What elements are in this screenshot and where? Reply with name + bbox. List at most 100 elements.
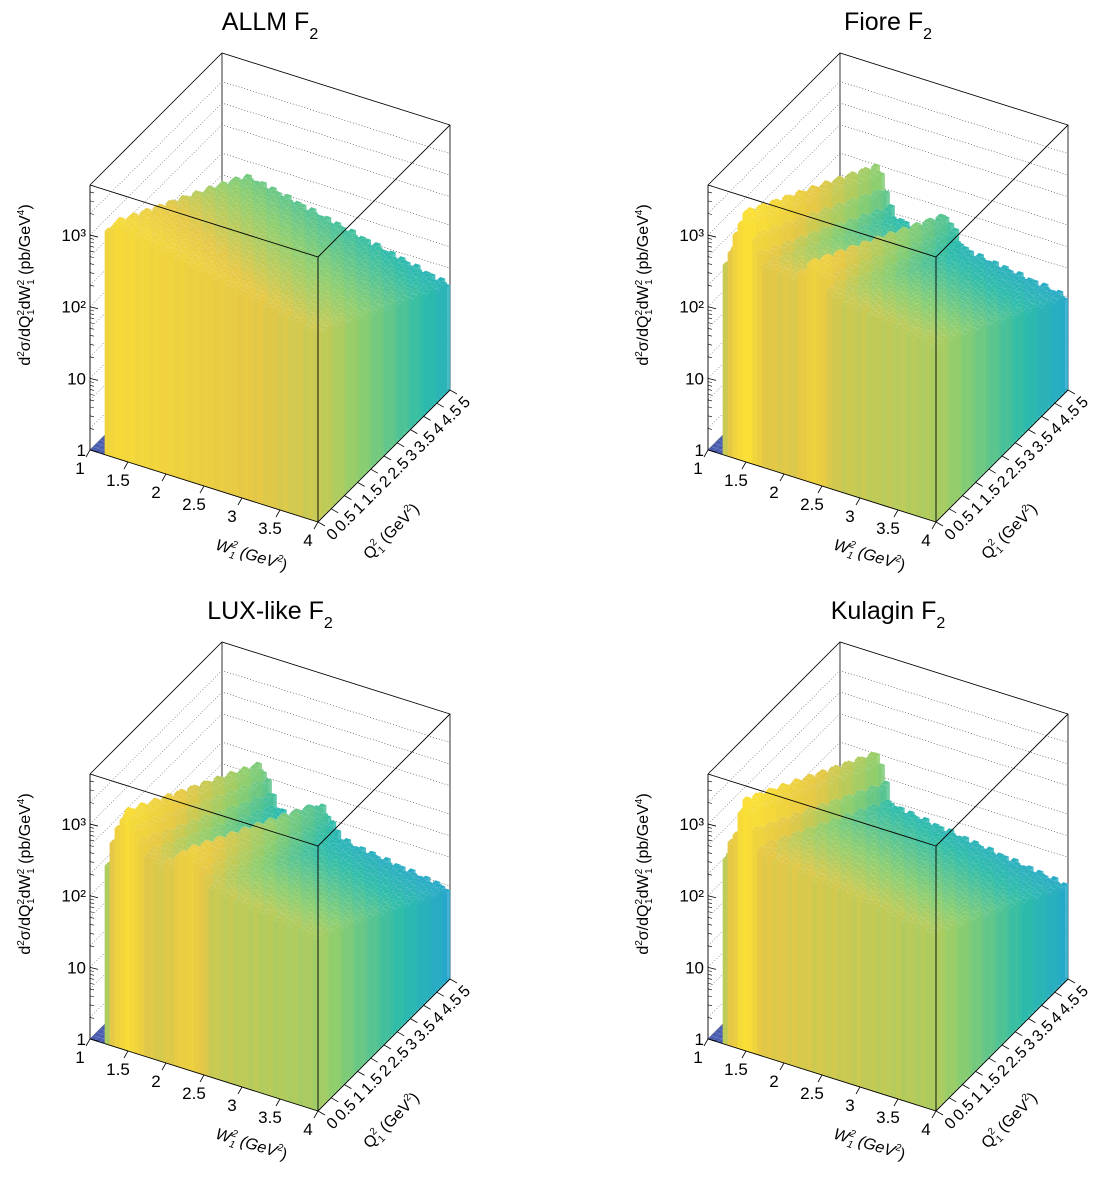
bar-top-face: [267, 203, 277, 210]
bar-side-face: [416, 290, 421, 424]
bar-top-face: [333, 224, 343, 230]
bar-top-face: [411, 271, 421, 278]
bar-top-face: [320, 228, 330, 235]
bar-top-face: [396, 273, 406, 280]
bar-top-face: [218, 194, 228, 200]
bar-side-face: [413, 294, 418, 427]
bar-top-face: [383, 260, 393, 267]
bar-top-face: [282, 228, 292, 235]
bar-top-face: [385, 272, 395, 278]
bar-side-face: [423, 294, 428, 417]
bar-top-face: [243, 198, 253, 204]
bar-top-face: [282, 219, 292, 226]
bar-top-face: [436, 276, 446, 283]
bar-top-face: [269, 224, 279, 230]
bar-top-face: [334, 241, 344, 248]
bar-top-face: [345, 251, 355, 257]
bar-top-face: [358, 264, 368, 270]
bar-top-face: [423, 281, 433, 287]
bar-top-face: [410, 286, 420, 292]
bar-top-face: [372, 277, 382, 283]
bar-side-face: [337, 320, 342, 503]
bar-top-face: [256, 193, 266, 200]
bar-top-face: [218, 185, 228, 191]
bar-side-face: [331, 324, 335, 510]
bar-side-face: [403, 295, 408, 437]
bar-side-face: [393, 300, 398, 447]
bar-top-face: [281, 198, 291, 205]
bar-top-face: [319, 225, 329, 232]
bar-top-face: [229, 185, 239, 192]
bar-top-face: [229, 178, 239, 184]
bar-top-face: [281, 207, 291, 214]
bar-top-face: [396, 291, 406, 297]
bar-top-face: [281, 216, 291, 223]
bar-top-face: [396, 264, 406, 271]
bar-top-face: [347, 228, 357, 234]
bar-top-face: [423, 272, 433, 278]
bar-side-face: [354, 313, 358, 487]
bar-top-face: [243, 173, 253, 179]
bar-top-face: [269, 215, 279, 222]
bar-top-face: [256, 211, 266, 217]
bar-side-face: [364, 310, 368, 477]
bar-top-face: [411, 289, 421, 295]
bar-top-face: [254, 182, 264, 188]
bar-top-face: [267, 194, 277, 201]
bar-side-face: [426, 289, 431, 414]
bar-top-face: [347, 254, 357, 261]
bar-top-face: [385, 281, 395, 287]
bar-top-face: [358, 237, 368, 244]
bar-top-face: [294, 238, 304, 244]
bar-top-face: [396, 282, 406, 289]
bar-side-face: [439, 284, 444, 401]
bar-top-face: [294, 202, 304, 209]
bar-side-face: [397, 303, 401, 444]
bar-side-face: [357, 316, 362, 483]
bar-top-face: [385, 263, 395, 269]
bar-top-face: [281, 225, 291, 231]
bar-side-face: [373, 310, 378, 467]
bar-top-face: [409, 268, 419, 275]
bar-top-face: [347, 237, 357, 243]
panel-allm: ALLM F2 1 10 10² 10³ 1 1.5 2 2.5 3 3.5 4 0 0.5 1 1.5 2 2.…: [0, 0, 552, 589]
bar-top-face: [282, 211, 292, 217]
z-gridline: [89, 52, 451, 186]
bar-top-face: [398, 258, 408, 265]
bar-top-face: [408, 293, 418, 299]
bar-side-face: [340, 317, 345, 500]
bar-top-face: [371, 250, 381, 256]
bar-side-face: [420, 292, 424, 421]
bar-top-face: [332, 256, 342, 262]
lego-bars: [89, 173, 451, 523]
bar-top-face: [269, 189, 279, 195]
bar-top-face: [307, 206, 317, 213]
z-gridline: [89, 174, 451, 307]
bar-top-face: [358, 255, 368, 261]
bar-top-face: [345, 233, 355, 240]
bar-top-face: [360, 267, 370, 274]
bar-top-face: [294, 220, 304, 226]
bar-top-face: [398, 285, 408, 291]
bar-side-face: [350, 315, 355, 490]
bar-top-face: [358, 246, 368, 252]
bar-top-face: [307, 233, 317, 239]
bar-top-face: [267, 221, 277, 228]
bar-top-face: [421, 288, 431, 294]
z-gridline: [89, 81, 451, 214]
bar-top-face: [409, 277, 420, 283]
bar-side-face: [410, 298, 414, 431]
bar-top-face: [347, 263, 357, 269]
bar-top-face: [332, 229, 342, 236]
bar-top-face: [319, 234, 329, 241]
bar-side-face: [400, 300, 404, 440]
bar-top-face: [434, 283, 444, 289]
bar-top-face: [398, 276, 408, 282]
bar-top-face: [254, 208, 264, 215]
z-gridline: [89, 102, 451, 236]
bar-side-face: [367, 309, 371, 473]
bar-top-face: [307, 215, 317, 222]
bar-side-face: [370, 311, 375, 470]
bar-top-face: [345, 242, 355, 249]
